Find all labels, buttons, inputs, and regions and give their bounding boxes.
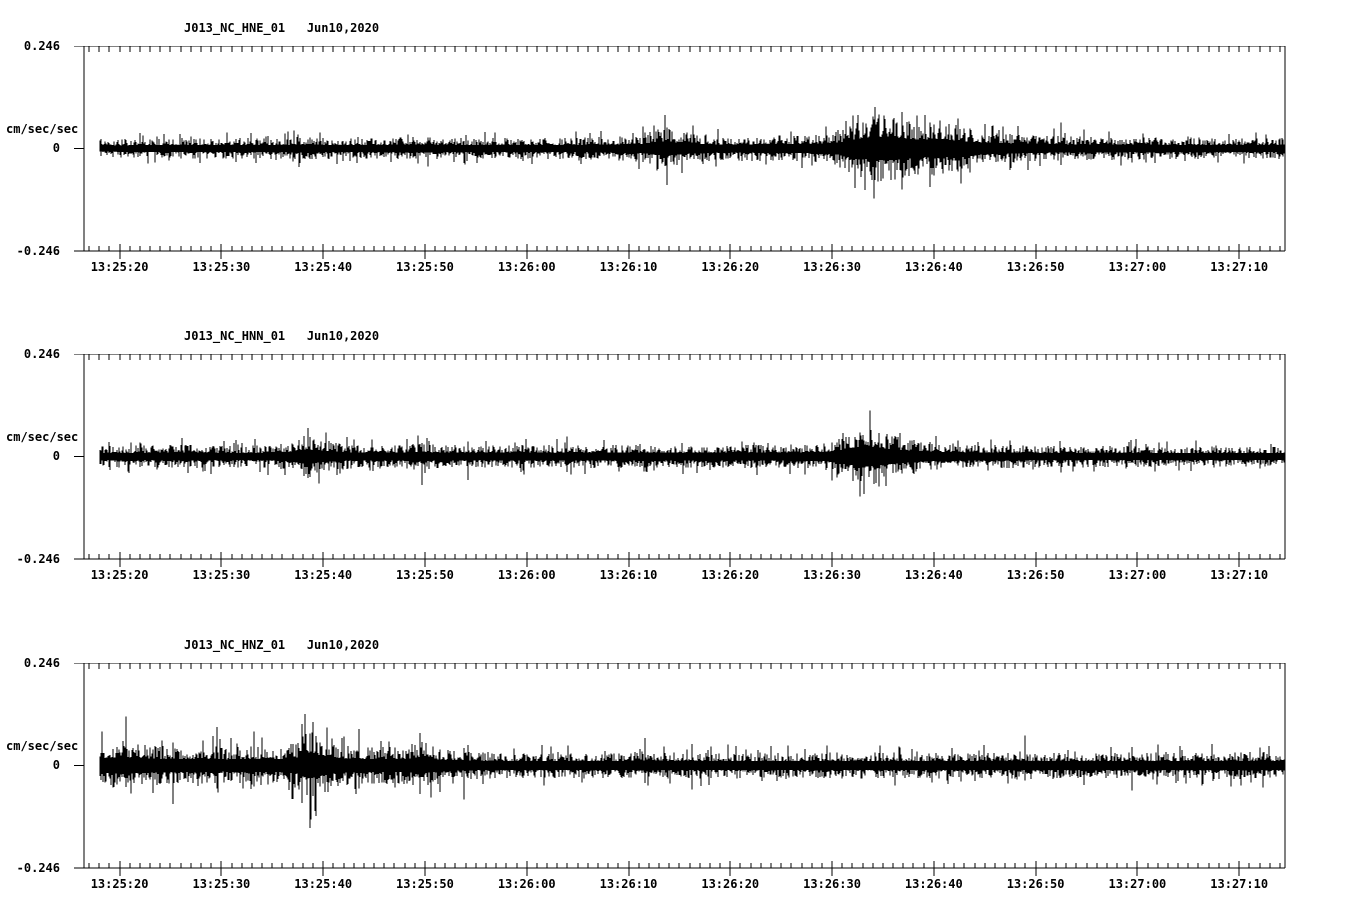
time-tick-label: 13:25:30 bbox=[192, 260, 251, 274]
waveform-spikes bbox=[125, 716, 1133, 828]
y-axis-units-label: cm/sec/sec bbox=[6, 430, 79, 444]
time-tick-label: 13:26:00 bbox=[497, 877, 556, 891]
time-tick-label: 13:26:20 bbox=[701, 568, 760, 582]
time-tick-label: 13:26:30 bbox=[803, 260, 861, 274]
time-tick-label: 13:25:30 bbox=[192, 568, 251, 582]
waveform-spikes bbox=[307, 428, 880, 497]
time-tick-label: 13:27:00 bbox=[1108, 877, 1167, 891]
time-tick-label: 13:27:10 bbox=[1210, 877, 1269, 891]
time-tick-label: 13:27:10 bbox=[1210, 260, 1269, 274]
time-tick-label: 13:26:20 bbox=[701, 260, 760, 274]
time-tick-label: 13:26:30 bbox=[803, 877, 861, 891]
y-axis-min-label: -0.246 bbox=[16, 552, 60, 566]
time-tick-label: 13:25:40 bbox=[294, 260, 353, 274]
y-axis-units-label: cm/sec/sec bbox=[6, 122, 79, 136]
time-tick-label: 13:26:10 bbox=[599, 260, 658, 274]
trace-title-hne: J013_NC_HNE_01 Jun10,2020 bbox=[184, 21, 380, 35]
waveform-plot-hnz bbox=[74, 663, 1286, 876]
waveform-trace-J013_NC_HNN_01 bbox=[99, 410, 1286, 494]
time-tick-label: 13:25:50 bbox=[396, 568, 454, 582]
time-tick-label: 13:27:00 bbox=[1108, 260, 1167, 274]
waveform-trace-J013_NC_HNZ_01 bbox=[99, 714, 1286, 820]
time-tick-label: 13:26:40 bbox=[904, 568, 963, 582]
time-tick-label: 13:26:40 bbox=[904, 260, 963, 274]
y-axis-zero-label: 0 bbox=[52, 141, 60, 155]
y-axis-max-label: 0.246 bbox=[23, 347, 60, 361]
waveform-spikes bbox=[666, 106, 1062, 190]
axis-ticks bbox=[88, 663, 1281, 876]
time-tick-label: 13:25:30 bbox=[192, 877, 251, 891]
axis-ticks bbox=[88, 46, 1281, 259]
time-tick-label: 13:26:00 bbox=[497, 568, 556, 582]
time-tick-label: 13:25:20 bbox=[90, 260, 149, 274]
time-tick-label: 13:27:00 bbox=[1108, 568, 1167, 582]
y-axis-min-label: -0.246 bbox=[16, 861, 60, 875]
time-tick-label: 13:25:20 bbox=[90, 877, 149, 891]
time-tick-label: 13:26:00 bbox=[497, 260, 556, 274]
time-tick-label: 13:25:20 bbox=[90, 568, 149, 582]
y-axis-zero-label: 0 bbox=[52, 758, 60, 772]
time-tick-label: 13:26:10 bbox=[599, 877, 658, 891]
waveform-plot-hne bbox=[74, 46, 1286, 259]
y-axis-units-label: cm/sec/sec bbox=[6, 739, 79, 753]
y-axis-min-label: -0.246 bbox=[16, 244, 60, 258]
y-axis-max-label: 0.246 bbox=[23, 656, 60, 670]
time-tick-label: 13:27:10 bbox=[1210, 568, 1269, 582]
time-tick-label: 13:26:10 bbox=[599, 568, 658, 582]
trace-title-hnz: J013_NC_HNZ_01 Jun10,2020 bbox=[184, 638, 380, 652]
time-tick-label: 13:26:50 bbox=[1006, 260, 1065, 274]
time-tick-label: 13:26:50 bbox=[1006, 877, 1065, 891]
time-tick-label: 13:25:40 bbox=[294, 877, 353, 891]
time-tick-label: 13:25:50 bbox=[396, 877, 454, 891]
time-tick-label: 13:25:50 bbox=[396, 260, 454, 274]
y-axis-max-label: 0.246 bbox=[23, 39, 60, 53]
waveform-plot-hnn bbox=[74, 354, 1286, 567]
trace-title-hnn: J013_NC_HNN_01 Jun10,2020 bbox=[184, 329, 380, 343]
axis-ticks bbox=[88, 354, 1281, 567]
time-tick-label: 13:25:40 bbox=[294, 568, 353, 582]
y-axis-zero-label: 0 bbox=[52, 449, 60, 463]
time-tick-label: 13:26:50 bbox=[1006, 568, 1065, 582]
time-tick-label: 13:26:40 bbox=[904, 877, 963, 891]
waveform-trace-J013_NC_HNE_01 bbox=[99, 114, 1286, 199]
time-tick-label: 13:26:20 bbox=[701, 877, 760, 891]
time-tick-label: 13:26:30 bbox=[803, 568, 861, 582]
